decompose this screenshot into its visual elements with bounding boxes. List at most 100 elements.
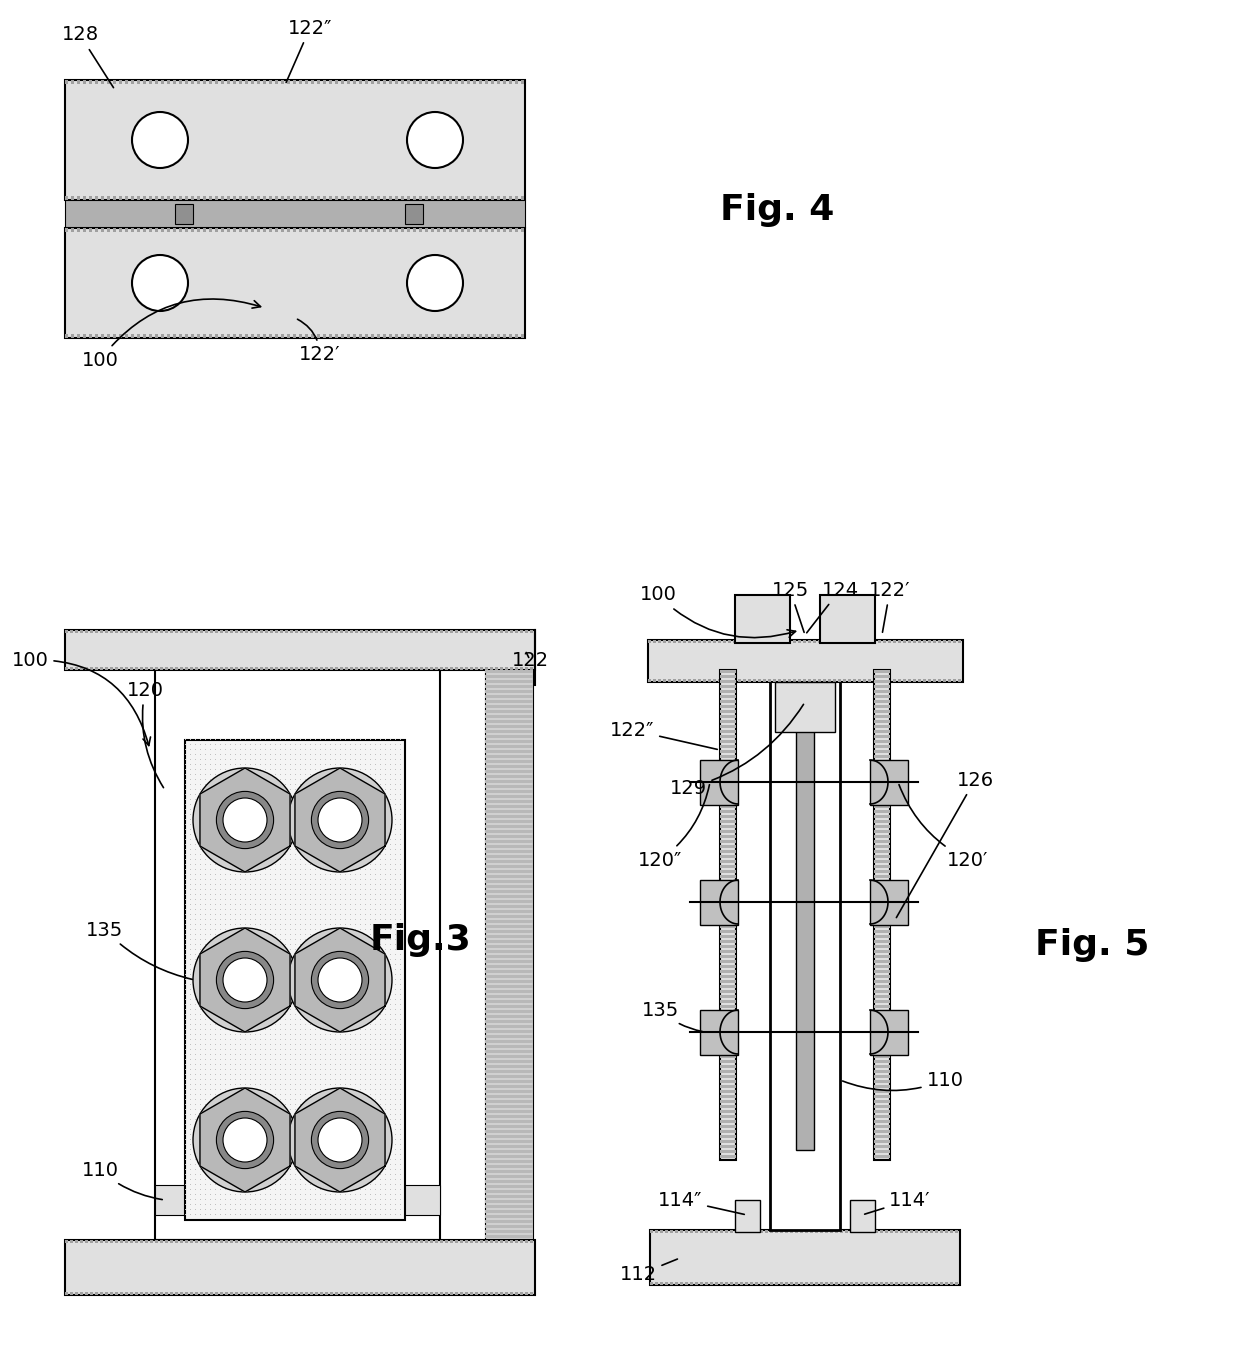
Bar [91, 667, 93, 670]
Bar [115, 1293, 118, 1295]
Bar [77, 229, 81, 231]
Bar [475, 667, 477, 670]
Bar [485, 725, 533, 728]
Bar [485, 806, 533, 808]
Bar [485, 1100, 533, 1103]
Bar [257, 196, 260, 200]
Bar [485, 1205, 533, 1208]
Bar [874, 1155, 890, 1158]
Circle shape [317, 958, 362, 1002]
Bar [325, 667, 329, 670]
Bar [770, 681, 839, 1229]
Bar [221, 196, 224, 200]
Bar [100, 229, 104, 231]
Bar [485, 1180, 533, 1184]
Bar [286, 334, 290, 338]
Bar [370, 629, 373, 633]
Bar [660, 1229, 663, 1233]
Bar [874, 1025, 890, 1028]
Bar [720, 850, 737, 853]
Bar [874, 845, 890, 847]
Bar [335, 229, 339, 231]
Bar [485, 690, 533, 693]
Bar [874, 740, 890, 742]
Bar [227, 196, 229, 200]
Bar [236, 1240, 238, 1243]
Bar [698, 679, 701, 682]
Bar [145, 1240, 148, 1243]
Bar [100, 1293, 103, 1295]
Bar [485, 940, 533, 943]
Bar [64, 629, 68, 633]
Bar [928, 679, 931, 682]
Bar [768, 679, 771, 682]
Bar [180, 667, 184, 670]
Bar [275, 229, 278, 231]
Bar [435, 667, 438, 670]
Bar [720, 1005, 737, 1007]
Bar [508, 229, 512, 231]
Circle shape [223, 1118, 267, 1162]
Bar [675, 1282, 678, 1284]
Bar [299, 229, 303, 231]
Bar [265, 1293, 268, 1295]
Bar [955, 1282, 959, 1284]
Bar [210, 1240, 213, 1243]
Bar [503, 196, 506, 200]
Bar [485, 981, 533, 983]
Bar [443, 196, 446, 200]
Bar [874, 935, 890, 937]
Bar [874, 870, 890, 873]
Bar [720, 1060, 737, 1063]
Bar [874, 960, 890, 963]
Bar [425, 1240, 428, 1243]
Bar [497, 79, 500, 83]
Bar [874, 890, 890, 893]
Bar [360, 79, 362, 83]
Bar [787, 640, 791, 643]
Bar [91, 1293, 93, 1295]
Bar [830, 1229, 833, 1233]
Bar [874, 734, 890, 738]
Bar [430, 629, 433, 633]
Circle shape [288, 928, 392, 1032]
Bar [874, 795, 890, 798]
Bar [485, 1155, 533, 1158]
Bar [765, 1229, 768, 1233]
Bar [425, 334, 428, 338]
Bar [720, 800, 737, 803]
Bar [64, 1240, 534, 1295]
Bar [377, 79, 379, 83]
Bar [246, 229, 248, 231]
Bar [485, 1110, 533, 1114]
Bar [760, 1282, 763, 1284]
Bar [221, 79, 224, 83]
Bar [200, 1293, 203, 1295]
Bar [396, 229, 398, 231]
Bar [720, 780, 737, 783]
Bar [317, 196, 320, 200]
Bar [379, 667, 383, 670]
Bar [360, 196, 362, 200]
Bar [950, 1282, 954, 1284]
Bar [95, 79, 98, 83]
Bar [155, 670, 440, 1240]
Bar [935, 1282, 937, 1284]
Bar [461, 79, 464, 83]
Bar [843, 640, 846, 643]
Bar [485, 790, 533, 794]
Bar [874, 1020, 890, 1024]
Bar [233, 79, 236, 83]
Bar [874, 675, 890, 678]
Bar [135, 1293, 138, 1295]
Bar [64, 79, 68, 83]
Bar [515, 667, 518, 670]
Bar [485, 824, 533, 829]
Bar [485, 780, 533, 783]
Bar [750, 1229, 753, 1233]
Bar [694, 1229, 698, 1233]
Bar [131, 334, 134, 338]
Bar [848, 679, 851, 682]
Bar [410, 1240, 413, 1243]
Bar [449, 79, 453, 83]
